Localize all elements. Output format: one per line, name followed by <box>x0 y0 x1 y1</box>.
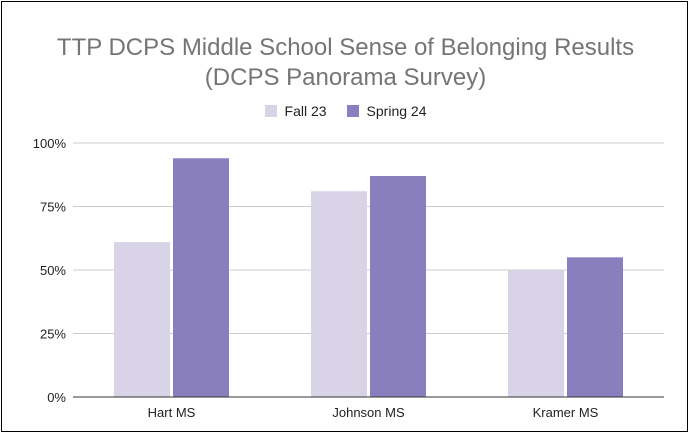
y-tick-label: 100% <box>33 136 67 151</box>
x-tick-label: Hart MS <box>148 405 196 420</box>
legend-item-fall-23: Fall 23 <box>264 103 327 119</box>
x-tick-label: Johnson MS <box>332 405 405 420</box>
y-tick-label: 25% <box>40 327 66 342</box>
legend-label-spring-24: Spring 24 <box>366 103 427 119</box>
bar-fall-23 <box>508 270 564 397</box>
bar-spring-24 <box>567 257 623 397</box>
legend-label-fall-23: Fall 23 <box>284 103 327 119</box>
bar-spring-24 <box>370 176 426 397</box>
legend-swatch-spring-24 <box>346 105 359 117</box>
chart-subtitle: (DCPS Panorama Survey) <box>204 64 487 91</box>
bar-fall-23 <box>311 191 367 397</box>
y-tick-label: 0% <box>47 390 66 405</box>
legend: Fall 23 Spring 24 <box>0 103 691 119</box>
bar-spring-24 <box>173 158 229 397</box>
legend-swatch-fall-23 <box>264 105 277 117</box>
bar-fall-23 <box>114 242 170 397</box>
y-tick-label: 75% <box>40 200 66 215</box>
x-tick-label: Kramer MS <box>533 405 599 420</box>
y-tick-label: 50% <box>40 263 66 278</box>
legend-item-spring-24: Spring 24 <box>346 103 427 119</box>
chart-title: TTP DCPS Middle School Sense of Belongin… <box>56 34 635 61</box>
